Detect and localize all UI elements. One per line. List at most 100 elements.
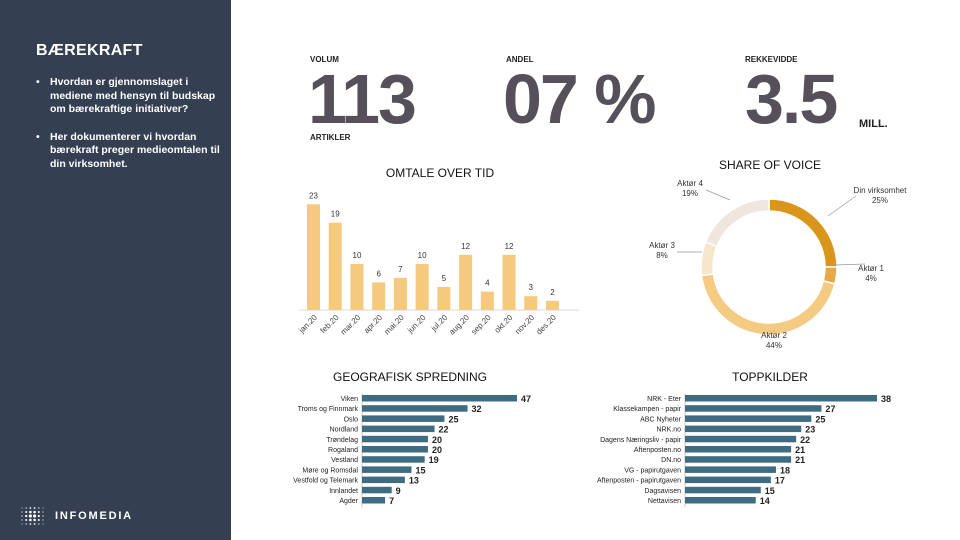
geo-hbar-chart: Viken 47 Troms og Finnmark 32 Oslo 25 Nordland… (293, 393, 531, 508)
logo-dot (21, 523, 23, 525)
logo-dot (25, 519, 28, 521)
bar (362, 476, 405, 484)
data-label: 13 (409, 476, 419, 486)
slice-value: 19% (682, 189, 698, 198)
category-label: Rogaland (328, 447, 358, 454)
bar (362, 405, 468, 412)
logo-dot (37, 514, 40, 518)
chart-title-geo: GEOGRAFISK SPREDNING (332, 370, 488, 384)
data-label: 32 (472, 404, 482, 414)
data-label: 22 (800, 435, 810, 445)
category-label: NRK.no (656, 427, 681, 434)
bar (685, 395, 877, 402)
data-label: 25 (448, 414, 458, 424)
bar (685, 497, 756, 504)
chart-title-share: SHARE OF VOICE (718, 158, 822, 172)
bar (372, 282, 386, 310)
tick-label: nov.20 (513, 313, 536, 336)
logo-dot (37, 519, 40, 521)
data-label: 2 (550, 288, 555, 297)
data-label: 15 (765, 486, 775, 496)
bar (685, 425, 802, 433)
logo-dot (25, 514, 28, 518)
logo-dot (29, 510, 32, 514)
category-label: DN.no (661, 457, 681, 464)
bar (362, 456, 425, 463)
slice-value: 44% (766, 341, 782, 350)
bar (307, 204, 320, 310)
logo-dot (25, 511, 28, 513)
tick-label: jan.20 (296, 313, 319, 336)
pie-slice (700, 240, 718, 277)
data-label: 22 (439, 425, 449, 435)
kpi-volum-sub: ARTIKLER (310, 133, 351, 142)
data-label: 18 (780, 465, 790, 475)
bar (362, 435, 428, 443)
data-label: 10 (418, 251, 427, 260)
category-label: NRK - Eter (647, 396, 682, 403)
slice-label: Din virksomhet (854, 186, 908, 195)
data-label: 21 (795, 455, 805, 465)
sidebar: BÆREKRAFT Hvordan er gjennomslaget i med… (0, 0, 231, 540)
category-label: Klassekampen - papir (613, 406, 681, 413)
category-label: Vestfold og Telemark (293, 478, 358, 485)
data-label: 10 (353, 251, 362, 260)
sidebar-title: BÆREKRAFT (36, 42, 143, 59)
slice-label: Aktør 3 (649, 241, 675, 250)
logo-dot (42, 515, 44, 517)
data-label: 14 (760, 496, 770, 506)
chart-title-omtale: OMTALE OVER TID (385, 166, 495, 180)
bar (393, 277, 407, 310)
data-label: 23 (805, 425, 815, 435)
leader-line (827, 195, 857, 217)
logo-dot (33, 514, 37, 518)
slice-label: Aktør 2 (761, 331, 787, 340)
data-label: 19 (331, 210, 340, 219)
kpi-andel-value: 07 % (503, 60, 657, 138)
data-label: 23 (309, 191, 318, 200)
bar (685, 446, 792, 453)
category-label: Vestland (331, 457, 358, 464)
leader-line (834, 263, 866, 266)
data-label: 3 (529, 283, 534, 292)
data-label: 17 (775, 476, 785, 486)
pie-slice (704, 198, 770, 248)
logo-dot (21, 519, 23, 521)
bar (362, 446, 428, 453)
logo-dot (37, 511, 40, 513)
kpi-rekkevidde-unit: MILL. (859, 118, 888, 130)
data-label: 5 (442, 274, 447, 283)
category-label: Nettavisen (648, 498, 681, 505)
data-label: 47 (521, 394, 531, 404)
tick-label: okt.20 (493, 313, 515, 335)
sidebar-bullet: Hvordan er gjennomslaget i mediene med h… (36, 76, 221, 117)
infomedia-logo: INFOMEDIA (20, 506, 133, 526)
dot-grid-icon (21, 507, 44, 525)
bar (362, 486, 392, 494)
kpi-volum-label: VOLUM (310, 55, 339, 64)
tick-label: feb.20 (319, 313, 341, 335)
bar (546, 300, 560, 310)
bar (362, 425, 435, 433)
logo-dot (33, 523, 36, 525)
category-label: Nordland (330, 427, 359, 434)
topp-hbar-chart: NRK - Eter 38 Klassekampen - papir 27 ABC Ny… (597, 393, 891, 508)
logo-dot (21, 515, 23, 517)
logo-dot (21, 511, 23, 513)
logo-dot (25, 507, 27, 509)
logo-dot (29, 523, 32, 525)
bar (524, 296, 538, 310)
data-label: 12 (461, 242, 470, 251)
logo-dot (38, 507, 40, 509)
category-label: Dagsavisen (644, 488, 681, 495)
bar (437, 287, 451, 310)
category-label: Troms og Finnmark (298, 406, 359, 413)
data-label: 20 (432, 435, 442, 445)
sidebar-bullets: Hvordan er gjennomslaget i mediene med h… (36, 76, 221, 185)
tick-label: aug.20 (447, 313, 471, 337)
data-label: 6 (376, 269, 381, 278)
data-label: 38 (881, 394, 891, 404)
category-label: ABC Nyheter (640, 416, 682, 423)
category-label: Trøndelag (326, 437, 358, 444)
tick-label: jun.20 (405, 313, 428, 336)
